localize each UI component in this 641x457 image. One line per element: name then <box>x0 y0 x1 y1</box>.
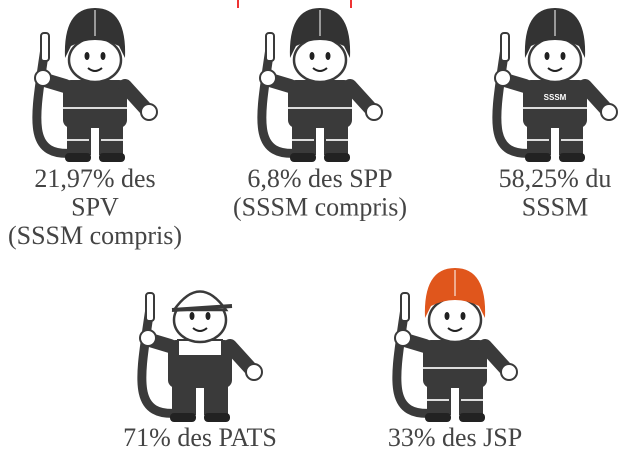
boot <box>290 153 316 162</box>
arm <box>125 86 145 108</box>
caption-line: 21,97% des <box>34 164 155 193</box>
hand <box>501 364 517 380</box>
body <box>288 80 352 128</box>
eye <box>85 52 90 60</box>
arm <box>230 346 250 368</box>
character-illustration <box>260 8 382 162</box>
caption-line: 6,8% des SPP <box>247 164 392 193</box>
body <box>523 80 587 128</box>
hand <box>260 70 276 86</box>
boot <box>525 153 551 162</box>
character-illustration: SSSM <box>495 8 617 162</box>
caption-line: 58,25% du <box>499 164 612 193</box>
hand <box>246 364 262 380</box>
boot <box>65 153 91 162</box>
caption-line: SPV <box>71 193 119 222</box>
hand <box>141 104 157 120</box>
body <box>423 340 487 388</box>
character-illustration <box>35 8 157 162</box>
eye <box>545 52 550 60</box>
caption-line: 33% des JSP <box>388 423 522 452</box>
caption-line: (SSSM compris) <box>233 193 407 222</box>
boot <box>99 153 125 162</box>
character-illustration <box>140 292 262 423</box>
character-illustration <box>395 268 517 422</box>
nozzle <box>266 33 274 61</box>
nozzle <box>501 33 509 61</box>
eye <box>561 52 566 60</box>
boot <box>559 153 585 162</box>
hand <box>495 70 511 86</box>
face <box>294 38 346 82</box>
eye <box>206 312 211 320</box>
body <box>63 80 127 128</box>
eye <box>190 312 195 320</box>
caption-line: 71% des PATS <box>123 423 277 452</box>
hand <box>140 330 156 346</box>
hand <box>35 70 51 86</box>
face <box>69 38 121 82</box>
eye <box>445 312 450 320</box>
face <box>429 298 481 342</box>
boot <box>425 413 451 422</box>
boot <box>324 153 350 162</box>
eye <box>310 52 315 60</box>
caption-line: SSSM <box>522 193 589 222</box>
arm <box>585 86 605 108</box>
nozzle <box>146 293 154 321</box>
eye <box>101 52 106 60</box>
infographic: 21,97% desSPV(SSSM compris)6,8% des SPP(… <box>0 0 641 457</box>
eye <box>326 52 331 60</box>
caption-line: (SSSM compris) <box>8 221 182 250</box>
badge-text: SSSM <box>544 93 567 102</box>
hand <box>395 330 411 346</box>
boot <box>459 413 485 422</box>
hand <box>366 104 382 120</box>
boot <box>170 413 196 422</box>
nozzle <box>41 33 49 61</box>
eye <box>461 312 466 320</box>
nozzle <box>401 293 409 321</box>
boot <box>204 413 230 422</box>
hand <box>601 104 617 120</box>
arm <box>350 86 370 108</box>
face <box>529 38 581 82</box>
arm <box>485 346 505 368</box>
